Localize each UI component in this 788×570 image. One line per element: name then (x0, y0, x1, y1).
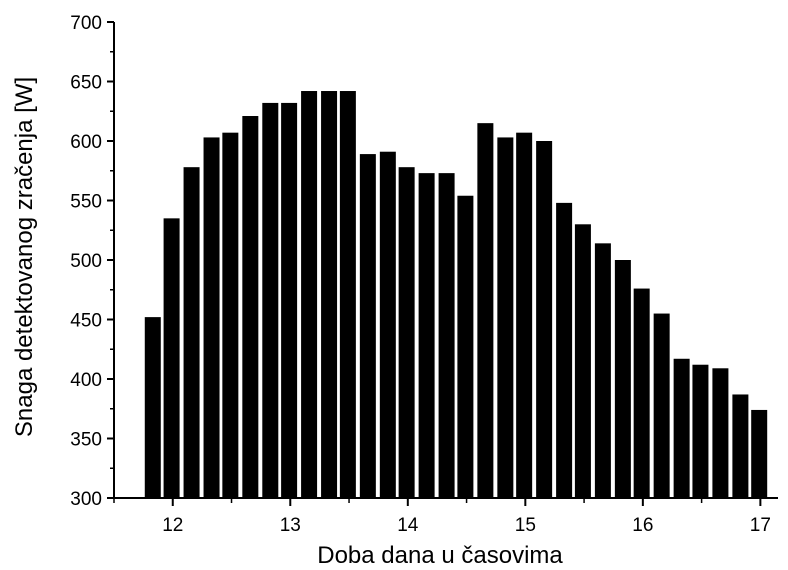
bar (692, 364, 709, 498)
y-tick-label: 550 (70, 192, 102, 213)
x-tick-label: 17 (750, 515, 771, 536)
x-tick-label: 14 (397, 515, 419, 536)
bar (183, 167, 200, 498)
y-tick-label: 700 (70, 13, 102, 34)
bar (536, 141, 553, 498)
y-tick-label: 350 (70, 430, 102, 451)
bar (477, 123, 494, 499)
y-tick-label: 650 (70, 73, 102, 94)
bar (457, 195, 474, 499)
bar (594, 243, 611, 498)
x-tick-label: 16 (632, 515, 653, 536)
x-tick-label: 15 (515, 515, 536, 536)
bar (301, 91, 318, 499)
bar (497, 137, 514, 498)
bar (144, 317, 161, 498)
bar (751, 409, 768, 498)
bar (321, 91, 338, 499)
bar (222, 132, 239, 499)
bar (653, 313, 670, 498)
bars (144, 91, 768, 499)
bar (614, 260, 631, 498)
bar (281, 102, 298, 499)
y-tick-label: 300 (70, 489, 102, 510)
y-tick-label: 450 (70, 311, 102, 332)
bar (438, 173, 455, 498)
y-axis-title: Snaga detektovanog zračenja [W] (11, 77, 38, 437)
bar (633, 288, 650, 498)
x-tick-label: 13 (280, 515, 301, 536)
bar (339, 91, 356, 499)
bar (203, 137, 220, 498)
bar (359, 154, 376, 498)
bar (732, 394, 749, 498)
bar (242, 116, 259, 498)
x-tick-label: 12 (162, 515, 183, 536)
bar (262, 102, 279, 499)
bar (516, 132, 533, 499)
y-tick-label: 400 (70, 370, 102, 391)
bar (418, 173, 435, 498)
bar (163, 218, 180, 498)
bar (673, 358, 690, 498)
y-tick-label: 600 (70, 132, 102, 153)
x-axis-title: Doba dana u časovima (317, 542, 563, 569)
bar (556, 202, 573, 498)
bar (379, 151, 396, 498)
y-tick-label: 500 (70, 251, 102, 272)
ticks: 300 350 400 450 500 550 600 650 700 12 13 14 15 16 17 (70, 13, 771, 536)
bar (574, 224, 591, 499)
bar (398, 167, 415, 498)
bar (712, 368, 729, 498)
